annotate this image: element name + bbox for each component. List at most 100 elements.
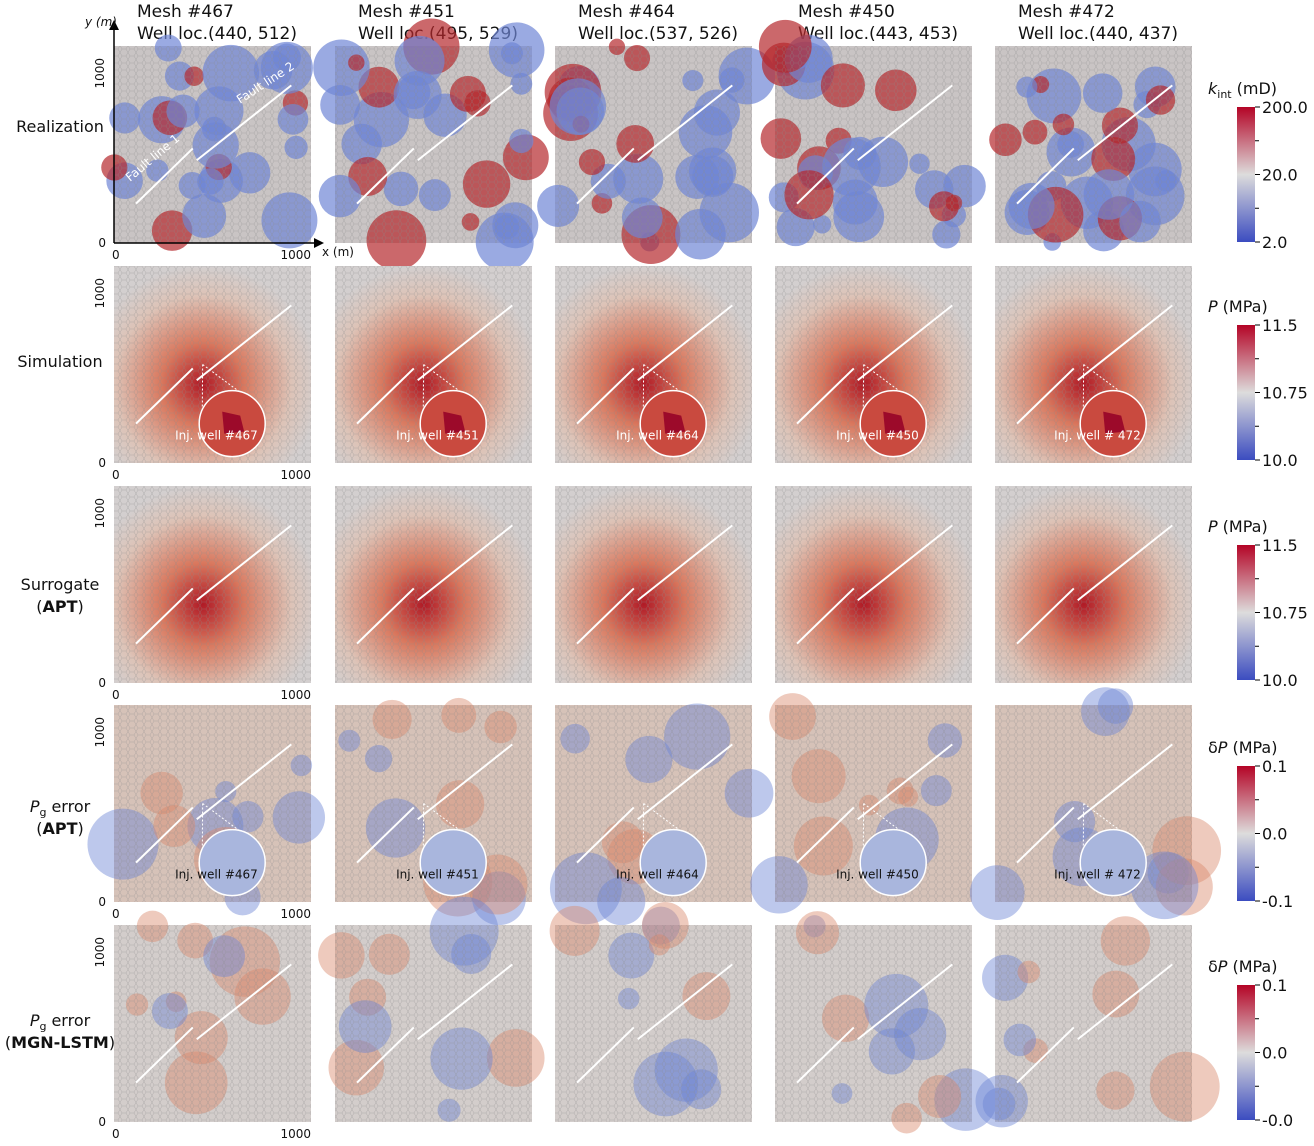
- colorbar-tick-label: 0.0: [1262, 1044, 1287, 1063]
- fault-line: [796, 147, 855, 205]
- panel: Inj. well #450: [775, 266, 972, 463]
- paren: (: [36, 597, 42, 616]
- row-method: (APT): [36, 597, 84, 616]
- zoom-inset: [1079, 828, 1147, 897]
- well-location: Well loc.(443, 453): [798, 24, 958, 44]
- mesh-title: Mesh #472: [1018, 2, 1115, 22]
- y-axis-label: y (m): [84, 15, 117, 29]
- colorbar: [1237, 107, 1255, 242]
- colorbar-tick-label: 10.75: [1262, 604, 1308, 623]
- fault-line: [857, 963, 953, 1041]
- panel: Inj. well # 472: [995, 266, 1192, 463]
- mesh-cells: [114, 46, 311, 243]
- symbol: P: [1208, 297, 1218, 316]
- unit: (mD): [1237, 79, 1277, 98]
- colorbar-title: P (MPa): [1208, 517, 1268, 536]
- x-tick-label: 1000: [280, 688, 311, 702]
- y-tick-label: 0: [98, 895, 106, 909]
- panel: Inj. well #467: [87, 705, 326, 916]
- panel: [775, 486, 972, 683]
- panel: [975, 916, 1220, 1128]
- colorbar-title: kint (mD): [1208, 79, 1277, 101]
- fault-line: [417, 304, 513, 382]
- fault-line: [356, 587, 415, 645]
- fault-line: [196, 743, 292, 821]
- mesh-cells: [555, 46, 752, 243]
- mesh-cells: [335, 486, 532, 683]
- y-tick-label: 0: [98, 236, 106, 250]
- well-location: Well loc.(537, 526): [578, 24, 738, 44]
- fault-line: [637, 524, 733, 602]
- fault-line: [857, 743, 953, 821]
- zoom-inset: [859, 828, 927, 897]
- well-cell: [883, 411, 906, 434]
- fault-line: [135, 367, 194, 425]
- row-subscript: g: [39, 1020, 46, 1033]
- row-symbol: P: [30, 797, 40, 816]
- x-tick-label: 0: [112, 1127, 120, 1141]
- panel: [555, 486, 752, 683]
- x-tick-label: 0: [112, 688, 120, 702]
- fault-line: [796, 1026, 855, 1084]
- panel: [114, 486, 311, 683]
- row-label: Surrogate: [21, 575, 100, 594]
- mesh-cells: [555, 486, 752, 683]
- colorbar: [1237, 325, 1255, 460]
- row-symbol: P: [30, 1011, 40, 1030]
- fault-line: [196, 84, 292, 162]
- mesh-cells: [335, 46, 532, 243]
- well-location: Well loc.(440, 437): [1018, 24, 1178, 44]
- colorbar-tick-label: -0.1: [1262, 892, 1293, 911]
- arrow: [314, 238, 324, 248]
- fault-line: [417, 743, 513, 821]
- x-tick-label: 1000: [280, 468, 311, 482]
- prefix: δ: [1208, 957, 1218, 976]
- row-label: Realization: [16, 117, 104, 136]
- panel: Inj. well #464: [549, 703, 774, 926]
- arrow: [109, 20, 119, 30]
- mesh-title: Mesh #451: [358, 2, 455, 22]
- x-tick-label: 1000: [280, 248, 311, 262]
- method: APT: [42, 819, 77, 838]
- x-tick-label: 1000: [280, 907, 311, 921]
- fault-line: [196, 963, 292, 1041]
- fault-line: [417, 963, 513, 1041]
- colorbar-tick-label: 0.1: [1262, 757, 1287, 776]
- fault-line: [135, 806, 194, 864]
- row-text: Simulation: [17, 352, 102, 371]
- colorbar-tick-label: 11.5: [1262, 316, 1298, 335]
- fault-line: [1016, 587, 1075, 645]
- colorbar-tick-label: 0.1: [1262, 976, 1287, 995]
- fault-line: [1077, 963, 1173, 1041]
- y-tick-label: 0: [98, 1115, 106, 1129]
- fault-line: [576, 367, 635, 425]
- panel: [101, 34, 318, 251]
- row-label: Pg error: [30, 797, 91, 819]
- mesh-cells: [114, 486, 311, 683]
- zoom-inset: [639, 828, 707, 897]
- x-tick-label: 0: [112, 907, 120, 921]
- colorbar-tick-label: 10.0: [1262, 451, 1298, 470]
- panel: Inj. well #464: [555, 266, 752, 463]
- row-label: Simulation: [17, 352, 102, 371]
- fault-line: [196, 304, 292, 382]
- row-method: (MGN-LSTM): [5, 1033, 115, 1052]
- fault-line: [796, 367, 855, 425]
- mesh-cells: [775, 46, 972, 243]
- colorbar-tick-label: 2.0: [1262, 233, 1287, 252]
- x-axis-label: x (m): [322, 245, 354, 259]
- panel: [989, 46, 1192, 252]
- injection-label: Inj. well #467: [175, 867, 258, 881]
- fault-line: [196, 524, 292, 602]
- paren: ): [109, 1033, 115, 1052]
- mesh-cells: [114, 925, 311, 1122]
- injection-label: Inj. well # 472: [1054, 867, 1141, 881]
- row-method: (APT): [36, 819, 84, 838]
- row-label: Pg error: [30, 1011, 91, 1033]
- panel: Inj. well #450: [750, 693, 972, 914]
- colorbar: [1237, 985, 1255, 1120]
- well-cell: [222, 411, 245, 434]
- panel: [549, 902, 752, 1122]
- fault-line: [796, 806, 855, 864]
- mesh-cells: [995, 486, 1192, 683]
